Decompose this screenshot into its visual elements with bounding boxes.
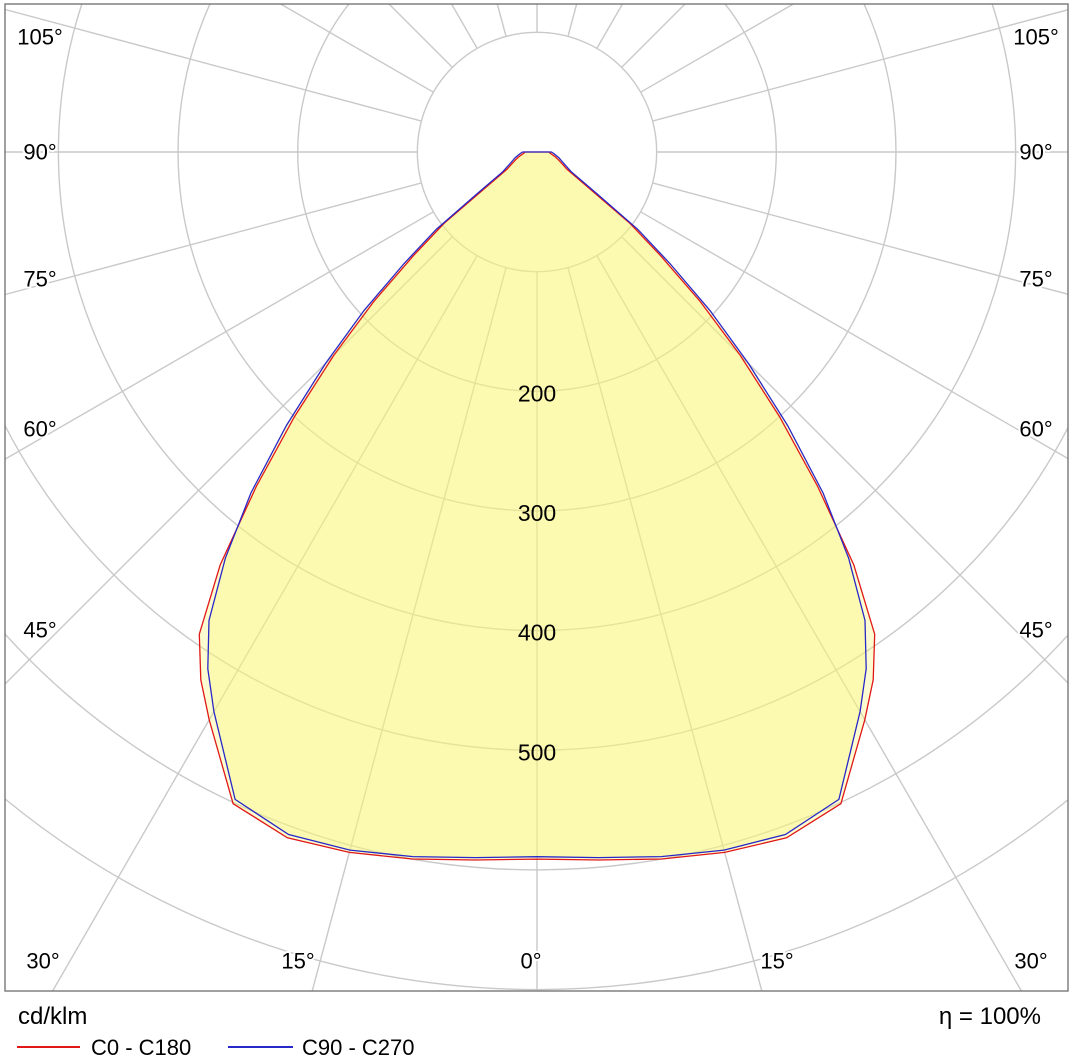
angle-tick-label-bottom: 0° [520,949,541,974]
intensity-curve-c90-c270 [207,151,867,859]
ring-value-label: 400 [518,620,556,646]
intensity-fill-c0-c180 [199,152,875,860]
polar-grid-radial [621,4,686,68]
angle-tick-label-right: 105° [1013,25,1059,50]
polar-grid-radial [311,267,507,991]
unit-label: cd/klm [18,1003,88,1030]
legend-label-c90-c270: C90 - C270 [302,1035,415,1060]
angle-tick-label-bottom: 30° [1014,949,1047,974]
polar-grid-radial [5,236,453,685]
polar-grid-radial [567,4,578,37]
ring-value-label: 300 [518,500,556,526]
polar-grid-radial [496,4,507,37]
plot-frame [4,3,1069,992]
polar-grid-radial [596,4,624,49]
polar-grid-radial [596,255,1023,991]
angle-tick-label-right: 60° [1019,417,1052,442]
angle-tick-label-left: 90° [23,140,56,165]
intensity-fill-c90-c270 [207,152,867,858]
intensity-curve-c0-c180 [198,151,876,861]
polar-grid-radial [652,8,1068,122]
angle-tick-label-bottom: 15° [760,949,793,974]
polar-grid-radial [5,8,422,122]
polar-grid-radial [640,211,1068,460]
legend-label-c0-c180: C0 - C180 [91,1035,192,1060]
angle-tick-label-right: 90° [1019,140,1052,165]
polar-grid-radial [5,182,422,296]
angle-tick-label-left: 45° [23,618,56,643]
polar-grid-radial [5,211,434,460]
angle-tick-label-right: 75° [1019,267,1052,292]
ring-value-label: 500 [518,739,556,765]
polar-grid-radial [567,267,763,991]
polar-grid-radial [621,236,1068,684]
legend-line-c0-c180-icon [17,1046,80,1048]
polar-grid-radial [450,4,478,49]
polar-grid-radial [652,182,1068,296]
angle-tick-label-bottom: 30° [26,949,59,974]
legend-line-c90-c270-icon [228,1046,293,1048]
efficiency-label: η = 100% [938,1003,1041,1030]
polar-grid-radial [279,4,434,93]
angle-tick-label-left: 60° [23,417,56,442]
angle-tick-label-left: 75° [23,267,56,292]
polar-grid-radial [51,255,478,991]
angle-tick-label-right: 45° [1019,618,1052,643]
polar-grid-radial [640,4,795,93]
angle-tick-label-left: 105° [17,25,63,50]
angle-tick-label-bottom: 15° [281,949,314,974]
ring-value-label: 200 [518,380,556,406]
